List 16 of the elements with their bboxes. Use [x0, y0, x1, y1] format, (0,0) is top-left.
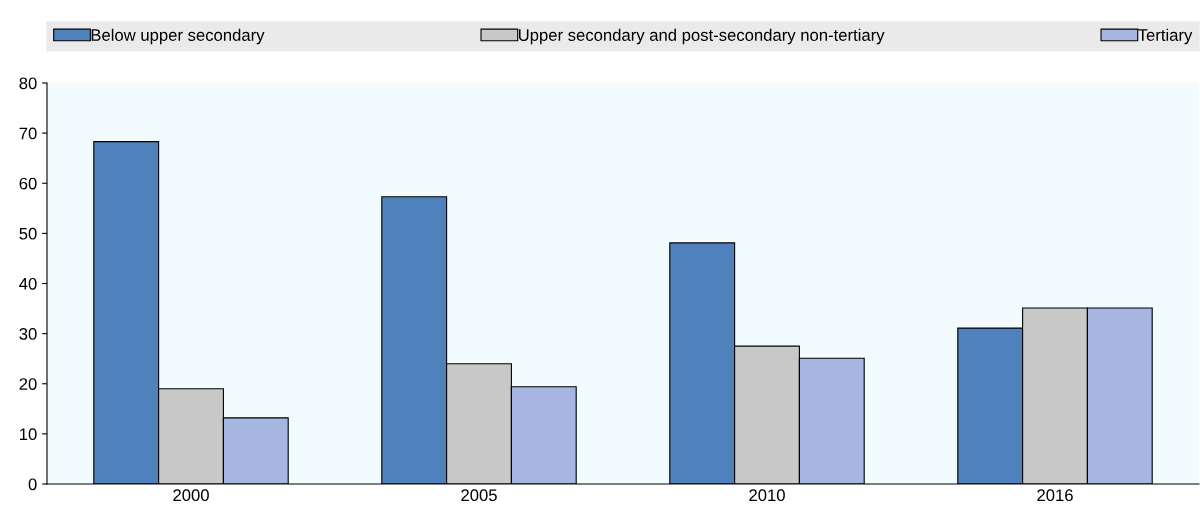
- y-tick-label: 50: [19, 227, 37, 240]
- y-tick-label: 30: [19, 328, 37, 340]
- y-tick-label: 60: [19, 177, 37, 190]
- legend-label: Tertiary: [1138, 28, 1193, 45]
- x-tick-label: 2005: [461, 489, 497, 502]
- legend-label: Below upper secondary: [91, 28, 265, 45]
- y-tick-label: 20: [19, 378, 37, 390]
- y-tick-label: 0: [28, 478, 37, 491]
- y-tick-label: 70: [19, 127, 37, 140]
- legend-label: Upper secondary and post-secondary non-tertiary: [518, 28, 885, 45]
- x-tick-label: 2016: [1037, 489, 1073, 502]
- x-tick-label: 2010: [749, 489, 785, 502]
- y-tick-label: 80: [19, 77, 37, 90]
- y-tick-label: 10: [20, 428, 37, 441]
- x-tick-label: 2000: [173, 489, 209, 502]
- y-tick-label: 40: [19, 277, 37, 290]
